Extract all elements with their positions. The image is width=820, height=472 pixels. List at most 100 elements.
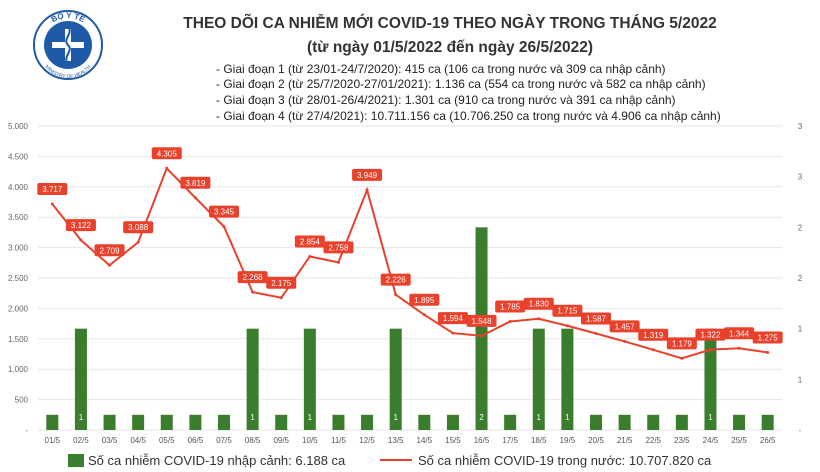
data-label-box [666, 337, 697, 350]
data-label: 3.819 [185, 179, 206, 188]
x-tick: 21/5 [617, 436, 633, 445]
bar [561, 328, 574, 430]
bar [504, 414, 517, 430]
line-point [422, 313, 426, 317]
note-line: - Giai đoạn 4 (từ 27/4/2021): 10.711.156… [216, 109, 721, 123]
data-label-box [37, 183, 68, 196]
bar [733, 414, 746, 430]
line-point [766, 350, 770, 354]
bar-label: 1 [565, 413, 570, 422]
note-line: - Giai đoạn 2 (từ 25/7/2020-27/01/2021):… [216, 77, 706, 91]
legend-bar-label: Số ca nhiễm COVID-19 nhập cảnh: 6.188 ca [88, 453, 346, 468]
bar [275, 414, 288, 430]
x-tick: 20/5 [588, 436, 604, 445]
bar [218, 414, 230, 430]
data-label-box [209, 205, 239, 218]
line-point [193, 196, 197, 200]
bar-label: 2 [479, 413, 484, 422]
line-point [708, 348, 712, 352]
y-tick-left: 1.000 [8, 365, 29, 374]
data-label: 1.785 [500, 302, 521, 311]
x-tick: 10/5 [302, 436, 318, 445]
data-label: 2.268 [243, 273, 264, 282]
line-point [279, 296, 283, 300]
data-label-box [266, 276, 297, 289]
data-label: 3.717 [42, 185, 63, 194]
y-tick-right: 1 [798, 325, 803, 334]
bar [675, 414, 688, 430]
x-tick: 11/5 [331, 436, 347, 445]
notes-block: - Giai đoạn 1 (từ 23/01-24/7/2020): 415 … [216, 62, 721, 123]
bar [361, 414, 374, 430]
y-tick-left: 1.500 [8, 335, 29, 344]
data-label: 1.715 [557, 307, 578, 316]
data-label-box [380, 273, 411, 286]
bar [103, 414, 116, 430]
data-label-box [466, 314, 497, 327]
y-tick-left: 4.000 [8, 183, 29, 192]
bar [418, 414, 431, 430]
data-label: 1.457 [615, 322, 636, 331]
line-point [480, 334, 484, 338]
x-tick: 06/5 [188, 436, 204, 445]
bar [132, 414, 145, 430]
data-label: 3.122 [71, 221, 92, 230]
bar [246, 328, 259, 430]
line-point [365, 188, 369, 192]
y-tick-right: 2 [798, 274, 803, 283]
x-tick: 18/5 [531, 436, 547, 445]
x-tick: 13/5 [388, 436, 404, 445]
line-point [623, 339, 627, 343]
bar [618, 414, 631, 430]
data-label: 1.830 [529, 300, 550, 309]
data-label: 2.758 [328, 243, 349, 252]
data-label-box [180, 176, 211, 189]
y-tick-left: 500 [15, 396, 29, 405]
bar [475, 227, 488, 430]
data-label: 1.895 [414, 296, 435, 305]
logo-top-text: BỘ Y TẾ [50, 11, 88, 25]
x-tick: 03/5 [102, 436, 118, 445]
data-label: 2.226 [386, 276, 407, 285]
data-label-box [352, 168, 383, 181]
x-tick: 16/5 [474, 436, 490, 445]
line-point [451, 331, 455, 335]
data-label-box [638, 328, 669, 341]
x-tick: 01/5 [45, 436, 61, 445]
y-tick-left: 3.500 [8, 213, 29, 222]
x-tick: 02/5 [73, 436, 89, 445]
x-tick: 04/5 [130, 436, 146, 445]
x-tick: 12/5 [359, 436, 375, 445]
x-tick: 22/5 [645, 436, 661, 445]
legend-line-label: Số ca nhiễm COVID-19 trong nước: 10.707.… [418, 453, 712, 468]
data-label: 3.088 [128, 223, 149, 232]
x-tick: 23/5 [674, 436, 690, 445]
note-line: - Giai đoạn 1 (từ 23/01-24/7/2020): 415 … [216, 62, 666, 76]
line-point [108, 263, 112, 267]
line-point [79, 238, 83, 242]
y-tick-left: 3.000 [8, 244, 29, 253]
bar [532, 328, 545, 430]
line-point [50, 202, 54, 206]
data-label: 3.345 [214, 208, 235, 217]
ministry-logo: BỘ Y TẾ MINISTRY OF HEALTH [33, 10, 103, 80]
y-tick-right: 2 [798, 223, 803, 232]
data-label: 1.548 [472, 317, 493, 326]
bar [46, 414, 59, 430]
line-point [394, 293, 398, 297]
x-tick: 07/5 [216, 436, 232, 445]
data-label-box [523, 297, 554, 310]
data-label: 1.179 [672, 339, 693, 348]
x-tick: 25/5 [731, 436, 747, 445]
line-point [594, 332, 598, 336]
bar-label: 1 [250, 413, 255, 422]
y-tick-right: 1 [798, 375, 803, 384]
bar-label: 1 [308, 413, 313, 422]
data-label-box [151, 147, 182, 160]
y-tick-right: 3 [798, 173, 803, 182]
line-point [336, 260, 340, 264]
bar [761, 414, 774, 430]
line-point [222, 225, 226, 229]
data-label-box [437, 312, 468, 325]
